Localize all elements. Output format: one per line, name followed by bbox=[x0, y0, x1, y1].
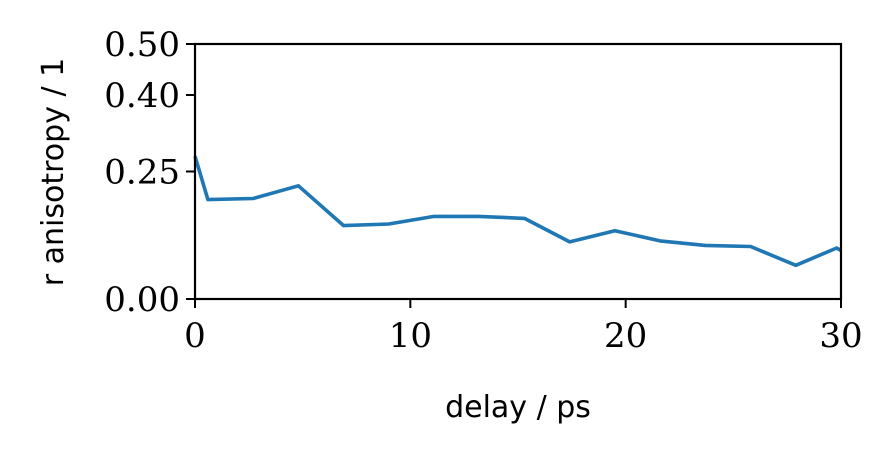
x-tick-label: 30 bbox=[819, 316, 862, 356]
y-axis-label: r anisotropy / 1 bbox=[36, 58, 71, 286]
y-tick-label: 0.40 bbox=[104, 76, 180, 116]
ticks-layer: 0 10 20 30 0.00 0.25 0.40 0.50 bbox=[104, 25, 862, 356]
x-axis-label: delay / ps bbox=[445, 390, 591, 425]
y-tick-label: 0.50 bbox=[104, 25, 180, 65]
anisotropy-series-line bbox=[193, 155, 842, 268]
plot-frame bbox=[193, 42, 843, 301]
x-tick-label: 20 bbox=[604, 316, 647, 356]
x-tick-label: 10 bbox=[389, 316, 432, 356]
y-tick-label: 0.00 bbox=[104, 280, 180, 320]
y-tick-label: 0.25 bbox=[104, 153, 180, 193]
x-tick-label: 0 bbox=[184, 316, 206, 356]
series-layer bbox=[193, 155, 842, 268]
